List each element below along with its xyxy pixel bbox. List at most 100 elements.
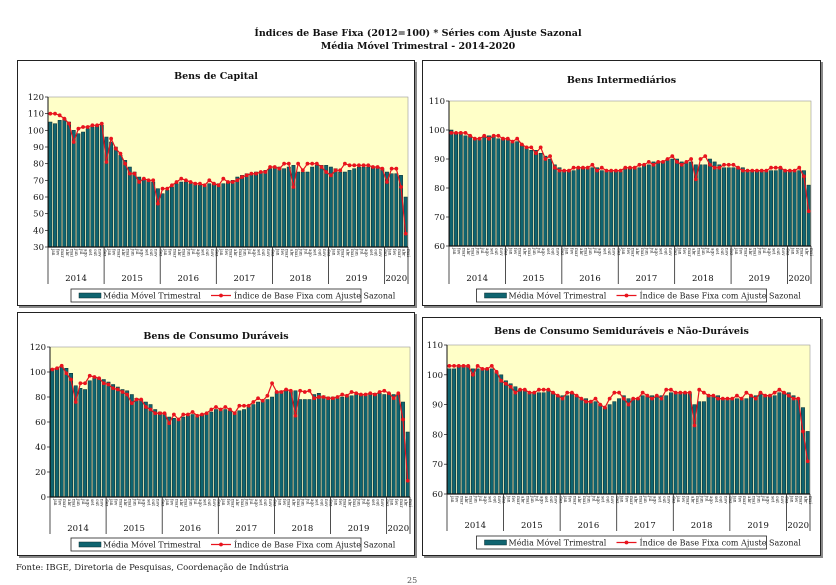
x-tick-label: mai bbox=[583, 248, 588, 256]
bar-media-movel bbox=[744, 398, 749, 495]
line-point bbox=[778, 165, 783, 170]
x-tick-label: mar bbox=[285, 249, 290, 257]
bar-media-movel bbox=[532, 392, 537, 495]
y-tick-label: 60 bbox=[35, 418, 46, 428]
bar-media-movel bbox=[560, 395, 565, 495]
x-tick-label: jul bbox=[593, 247, 598, 254]
line-point bbox=[174, 180, 179, 184]
line-point bbox=[335, 395, 340, 399]
year-label: 2014 bbox=[466, 274, 488, 284]
bar-media-movel bbox=[482, 135, 487, 247]
line-point bbox=[463, 131, 468, 135]
x-tick-label: ago bbox=[767, 248, 772, 256]
y-tick-label: 110 bbox=[28, 110, 44, 120]
line-point bbox=[584, 399, 588, 404]
x-tick-label: jul bbox=[649, 247, 654, 254]
line-point bbox=[565, 390, 570, 395]
x-tick-label: out bbox=[607, 248, 612, 255]
x-tick-label: mai bbox=[753, 248, 758, 256]
line-point bbox=[76, 126, 81, 131]
line-point bbox=[274, 390, 279, 394]
x-tick-label: nov bbox=[324, 499, 329, 507]
x-tick-label: jun bbox=[132, 498, 137, 506]
line-point bbox=[555, 393, 560, 398]
x-tick-label: jun bbox=[757, 247, 762, 255]
bar-media-movel bbox=[508, 383, 513, 495]
line-point bbox=[338, 168, 343, 173]
line-point bbox=[513, 390, 518, 395]
x-tick-label: mar bbox=[631, 248, 636, 256]
y-tick-label: 120 bbox=[28, 93, 44, 103]
x-tick-label: mai bbox=[296, 499, 301, 507]
x-tick-label: mai bbox=[238, 249, 243, 257]
bar-media-movel bbox=[487, 135, 491, 247]
line-point bbox=[712, 165, 717, 170]
x-tick-label: fev bbox=[737, 496, 742, 503]
bar-media-movel bbox=[797, 170, 802, 247]
x-tick-label: jun bbox=[473, 495, 478, 503]
line-point bbox=[221, 176, 226, 181]
x-tick-label: nov bbox=[667, 496, 672, 504]
line-point bbox=[637, 162, 642, 167]
x-tick-label: abr bbox=[401, 249, 406, 256]
x-tick-label: dez bbox=[615, 496, 620, 504]
legend-label-indice: Índice de Base Fixa com Ajuste Sazonal bbox=[234, 292, 396, 301]
bar-media-movel bbox=[452, 368, 457, 495]
line-point bbox=[764, 168, 769, 173]
x-tick-label: abr bbox=[177, 249, 182, 256]
x-tick-label: mai bbox=[182, 249, 187, 257]
chart-title: Bens de Consumo Duráveis bbox=[143, 331, 288, 342]
line-point bbox=[628, 165, 632, 170]
x-tick-label: mar bbox=[118, 499, 123, 507]
bar-media-movel bbox=[584, 398, 589, 495]
line-point bbox=[749, 393, 753, 398]
bar-media-movel bbox=[183, 181, 188, 248]
bar-media-movel bbox=[749, 395, 754, 495]
x-tick-label: ago bbox=[142, 499, 147, 507]
bar-media-movel bbox=[101, 379, 106, 498]
x-tick-label: set bbox=[489, 248, 494, 255]
bar-media-movel bbox=[254, 171, 258, 248]
y-tick-label: 100 bbox=[427, 371, 443, 381]
bar-media-movel bbox=[237, 410, 242, 498]
bar-media-movel bbox=[87, 380, 92, 498]
year-label: 2020 bbox=[788, 274, 810, 284]
line-point bbox=[538, 145, 543, 150]
line-point bbox=[711, 393, 716, 398]
bar-media-movel bbox=[148, 404, 153, 498]
bar-media-movel bbox=[109, 141, 114, 248]
x-tick-label: fev bbox=[624, 496, 629, 503]
line-point bbox=[282, 161, 287, 166]
line-point bbox=[702, 390, 706, 395]
bar-media-movel bbox=[485, 368, 490, 495]
bar-media-movel bbox=[642, 164, 647, 247]
x-tick-label: mar bbox=[687, 248, 692, 256]
x-tick-label: abr bbox=[67, 499, 72, 506]
bar-media-movel bbox=[726, 167, 731, 247]
line-point bbox=[258, 170, 263, 174]
bar-media-movel bbox=[125, 390, 130, 498]
line-point bbox=[736, 165, 741, 170]
x-tick-label: ago bbox=[653, 496, 658, 504]
line-point bbox=[485, 366, 489, 371]
year-label: 2018 bbox=[292, 524, 314, 534]
x-tick-label: nov bbox=[378, 249, 383, 257]
x-tick-label: jul bbox=[706, 247, 711, 254]
x-tick-label: out bbox=[492, 496, 497, 503]
line-point bbox=[636, 396, 640, 401]
x-tick-label: jul bbox=[535, 495, 540, 502]
x-tick-label: jul bbox=[79, 248, 84, 255]
page-subtitle: Média Móvel Trimestral - 2014-2020 bbox=[320, 41, 516, 52]
line-point bbox=[160, 186, 165, 191]
bar-media-movel bbox=[312, 394, 317, 498]
line-point bbox=[268, 165, 272, 169]
x-tick-label: mai bbox=[525, 496, 530, 504]
x-tick-label: fev bbox=[168, 249, 173, 256]
bar-media-movel bbox=[711, 395, 716, 495]
x-tick-label: jan bbox=[277, 498, 282, 506]
bar-media-movel bbox=[204, 413, 209, 498]
line-point bbox=[240, 175, 244, 179]
bar-media-movel bbox=[162, 413, 167, 498]
bar-media-movel bbox=[111, 384, 116, 498]
bar-media-movel bbox=[326, 396, 331, 498]
